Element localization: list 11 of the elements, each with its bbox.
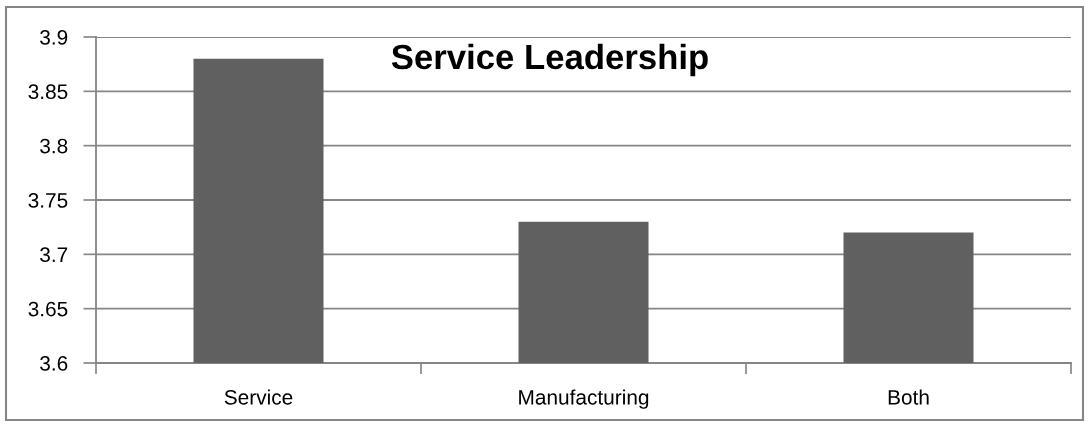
x-tick-label: Both <box>888 389 929 405</box>
y-tick-label: 3.65 <box>28 301 68 317</box>
y-tick-label: 3.7 <box>40 247 68 263</box>
x-tick-label: Service <box>224 389 293 405</box>
y-tick-label: 3.75 <box>28 193 68 208</box>
y-tick-label: 3.9 <box>40 30 68 45</box>
chart-title: Service Leadership <box>391 43 708 77</box>
x-tick-label: Manufacturing <box>519 389 649 409</box>
y-tick-label: 3.85 <box>28 84 68 100</box>
y-tick-label: 3.6 <box>40 356 68 371</box>
y-tick-label: 3.8 <box>40 138 68 154</box>
